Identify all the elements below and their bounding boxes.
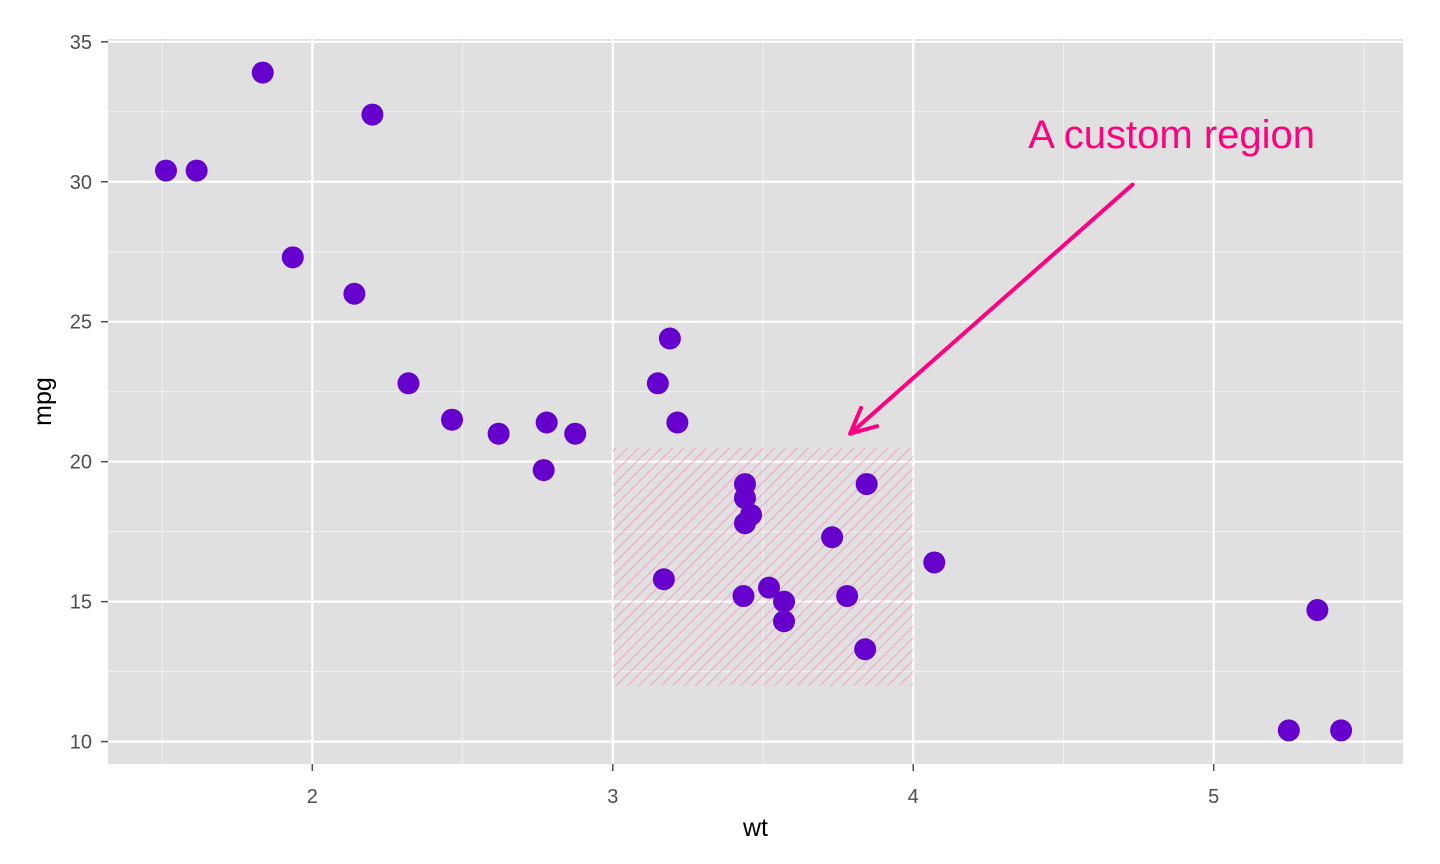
y-tick-label: 10 xyxy=(70,732,92,754)
data-point xyxy=(652,568,675,591)
data-point xyxy=(251,61,274,84)
data-point xyxy=(343,282,366,305)
data-point xyxy=(1277,719,1300,742)
y-tick-label: 30 xyxy=(70,172,92,194)
data-point xyxy=(854,638,877,661)
annotation-arrowhead xyxy=(848,405,880,436)
data-point xyxy=(281,246,304,269)
data-point xyxy=(666,411,689,434)
data-point xyxy=(487,422,510,445)
data-point xyxy=(154,159,177,182)
y-tick-label: 20 xyxy=(70,452,92,474)
data-point xyxy=(733,473,756,496)
data-point xyxy=(397,372,420,395)
data-point xyxy=(646,372,669,395)
data-point xyxy=(361,103,384,126)
data-point xyxy=(733,512,756,535)
x-tick-label: 5 xyxy=(1208,786,1219,808)
y-tick-label: 15 xyxy=(70,592,92,614)
y-tick-label: 25 xyxy=(70,312,92,334)
annotation: A custom region xyxy=(848,113,1315,436)
annotation-arrow xyxy=(848,182,1135,436)
x-tick-label: 3 xyxy=(607,786,618,808)
data-point xyxy=(821,526,844,549)
data-point xyxy=(535,411,558,434)
x-axis-title: wt xyxy=(742,814,768,842)
data-point xyxy=(836,585,859,608)
data-point xyxy=(732,585,755,608)
data-point xyxy=(773,610,796,633)
data-point xyxy=(658,327,681,350)
data-point xyxy=(185,159,208,182)
data-point xyxy=(758,576,781,599)
major-gridlines xyxy=(108,39,1403,764)
data-point xyxy=(1306,599,1329,622)
x-tick-label: 4 xyxy=(908,786,919,808)
data-point xyxy=(564,422,587,445)
data-point xyxy=(532,459,555,482)
data-point xyxy=(441,408,464,431)
data-point xyxy=(923,551,946,574)
annotation-label: A custom region xyxy=(1028,113,1315,157)
y-tick-label: 35 xyxy=(70,32,92,54)
x-tick-label: 2 xyxy=(307,786,318,808)
data-point xyxy=(1330,719,1353,742)
axis-ticks xyxy=(101,41,1215,771)
data-points xyxy=(154,61,1353,742)
data-point xyxy=(855,473,878,496)
y-axis-title: mpg xyxy=(29,377,57,426)
tick-labels: 2 3 4 5 10 15 20 25 30 35 xyxy=(70,32,1220,808)
data-point xyxy=(773,590,796,613)
